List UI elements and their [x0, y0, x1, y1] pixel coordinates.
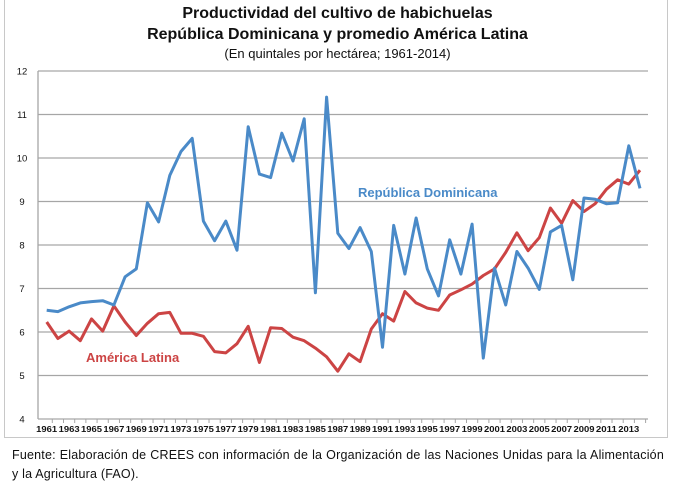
x-tick-label: 1985	[305, 424, 326, 434]
x-tick-label: 1991	[372, 424, 393, 434]
y-tick-label: 12	[17, 67, 28, 78]
x-tick-label: 1989	[350, 424, 371, 434]
x-tick-label: 2005	[529, 424, 550, 434]
chart-title: Productividad del cultivo de habichuelas	[182, 5, 493, 22]
x-tick-label: 2011	[596, 424, 617, 434]
x-tick-label: 1971	[148, 424, 169, 434]
x-tick-label: 1975	[193, 424, 214, 434]
y-tick-label: 5	[19, 371, 24, 382]
x-tick-label: 1969	[126, 424, 147, 434]
x-tick-label: 1987	[327, 424, 348, 434]
x-tick-label: 1995	[417, 424, 438, 434]
series-line-america-latina	[45, 169, 642, 373]
x-tick-label: 1983	[282, 424, 303, 434]
x-tick-label: 2007	[551, 424, 572, 434]
chart-title-line2: República Dominicana y promedio América …	[147, 26, 528, 43]
x-tick-label: 1965	[81, 424, 102, 434]
series-label-republica-dominicana: República Dominicana	[358, 185, 498, 200]
x-tick-label: 1979	[238, 424, 259, 434]
x-tick-label: 1977	[215, 424, 236, 434]
chart-frame	[4, 0, 668, 438]
source-note: Fuente: Elaboración de CREES con informa…	[12, 448, 664, 481]
x-tick-label: 1973	[171, 424, 192, 434]
x-tick-label: 1981	[260, 424, 281, 434]
x-tick-label: 1997	[439, 424, 460, 434]
x-tick-label: 1963	[59, 424, 80, 434]
y-tick-label: 4	[19, 415, 24, 426]
chart-subtitle: (En quintales por hectárea; 1961-2014)	[224, 46, 451, 61]
y-tick-label: 6	[19, 328, 24, 339]
line-chart: 4 5 6 7 8 9 10 11 12 1961 1963 1965 1967 1969 1971 1973…	[17, 67, 648, 434]
x-tick-label: 2009	[574, 424, 595, 434]
y-tick-label: 10	[17, 154, 28, 165]
x-tick-label: 1967	[103, 424, 124, 434]
y-tick-label: 11	[17, 110, 27, 121]
x-tick-label: 2013	[618, 424, 639, 434]
y-tick-label: 7	[19, 284, 24, 295]
x-tick-label: 1993	[394, 424, 415, 434]
y-tick-label: 8	[19, 241, 24, 252]
x-tick-label: 2001	[484, 424, 505, 434]
x-tick-label: 1961	[36, 424, 57, 434]
series-label-america-latina: América Latina	[86, 350, 180, 365]
y-tick-label: 9	[19, 197, 24, 208]
x-tick-label: 1999	[462, 424, 483, 434]
series-line-republica-dominicana	[46, 95, 642, 360]
x-tick-label: 2003	[506, 424, 527, 434]
